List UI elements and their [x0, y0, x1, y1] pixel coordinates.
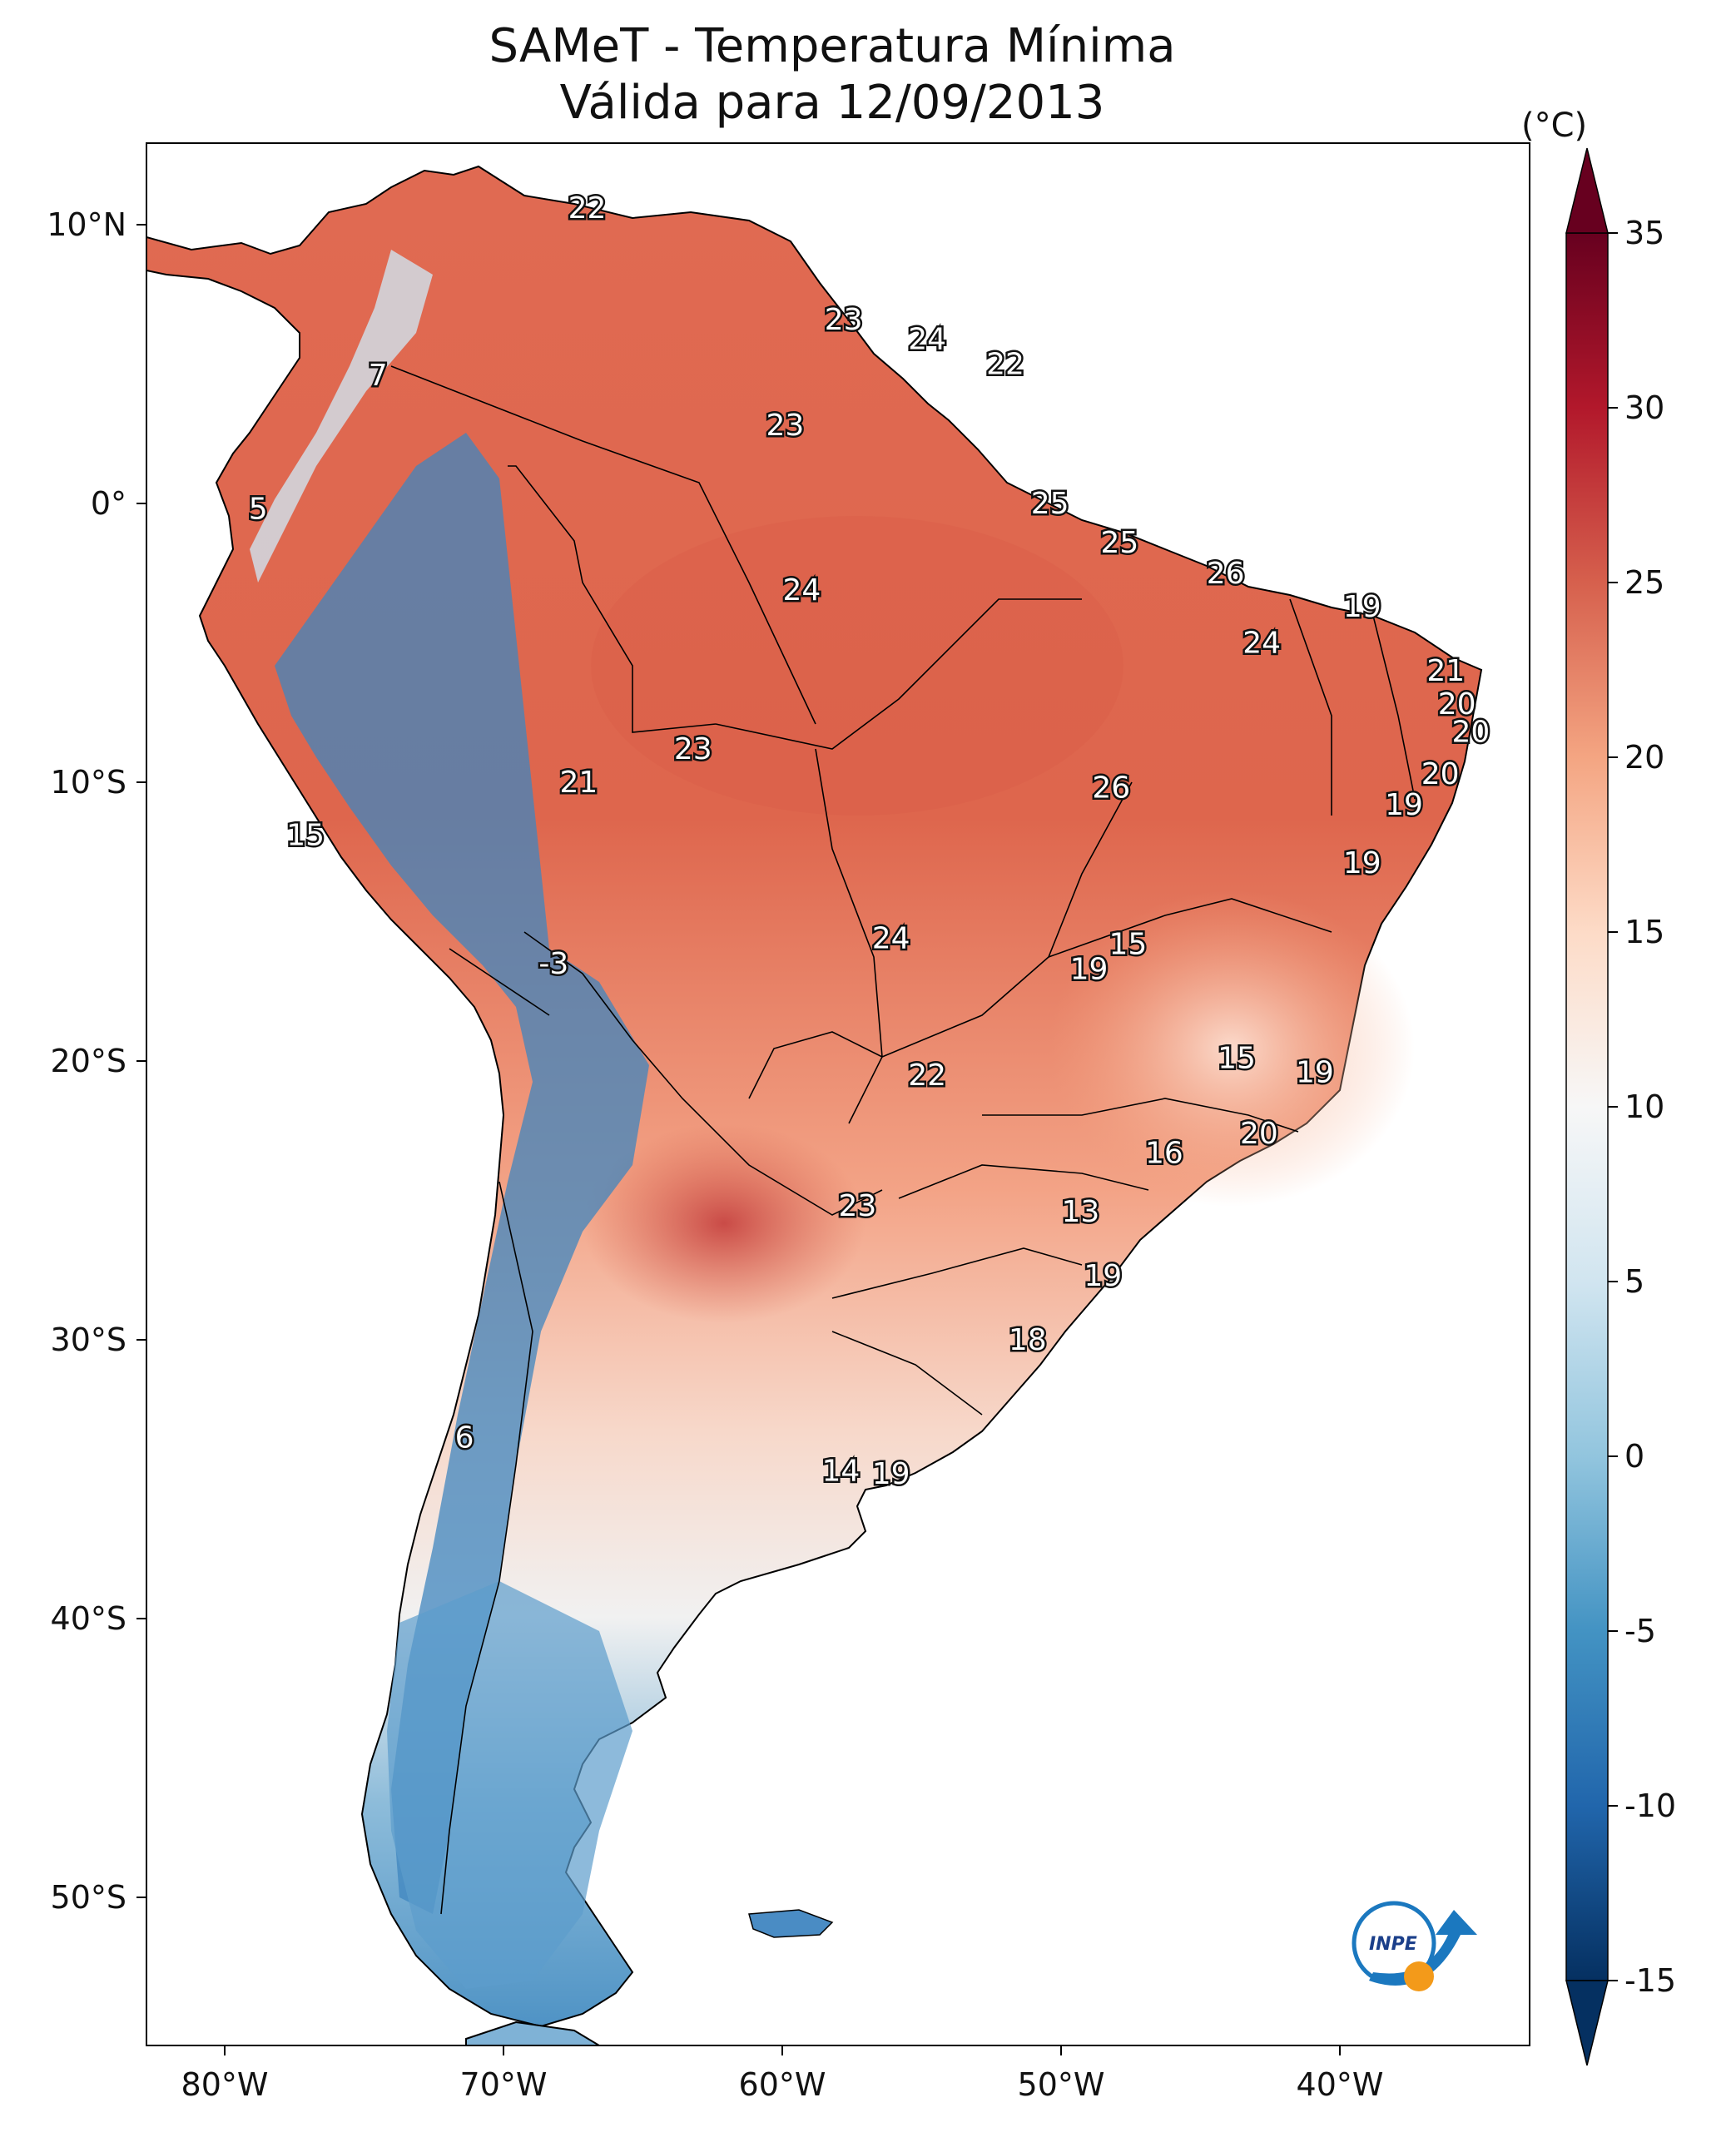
colorbar-tick-label: 5: [1624, 1263, 1644, 1300]
colorbar-tick-label: 10: [1624, 1088, 1664, 1125]
colorbar-tick-label: 15: [1624, 914, 1664, 950]
map-value-label: 22: [908, 1059, 946, 1093]
colorbar-body: [1565, 232, 1609, 1981]
map-value-label: 25: [1100, 526, 1138, 560]
colorbar-tick-label: 20: [1624, 739, 1664, 776]
lon-tick-label: 60°W: [739, 2066, 826, 2103]
map-value-label: 24: [872, 922, 910, 956]
warm-core-chaco: [583, 1123, 866, 1323]
map-value-label: 19: [1070, 952, 1109, 986]
map-value-label: 24: [783, 573, 821, 607]
colorbar-ticks: 35 30 25 20 15 10 5 0 -5 -10 -15: [1608, 215, 1676, 1999]
map-value-label: 24: [908, 322, 946, 356]
map-value-label: 22: [568, 191, 607, 226]
colorbar-tick-label: -10: [1624, 1788, 1676, 1824]
lat-tick-label: 10°N: [47, 206, 126, 243]
borders: [390, 365, 1416, 1915]
map-value-label: 19: [1385, 788, 1423, 822]
lat-tick-label: 10°S: [51, 764, 126, 801]
map-value-label: 20: [1438, 687, 1476, 721]
warm-core-amazon: [591, 516, 1123, 816]
map-value-label: 19: [1343, 846, 1381, 880]
andes-cold-band: [275, 433, 649, 1914]
map-value-label: 21: [1426, 654, 1465, 688]
map-value-label: 16: [1145, 1137, 1183, 1171]
map-value-label: 23: [674, 732, 712, 766]
map-value-label: 18: [1009, 1323, 1047, 1357]
map-value-label: 24: [1242, 627, 1281, 661]
colorbar-tick-label: -5: [1624, 1613, 1656, 1649]
map-value-label: 19: [872, 1457, 910, 1491]
lat-tick-label: 30°S: [51, 1321, 126, 1358]
colorbar-tick-label: 25: [1624, 564, 1664, 601]
map-value-label: 20: [1240, 1117, 1278, 1151]
map-title: SAMeT - Temperatura Mínima: [489, 19, 1176, 73]
map-value-label: 26: [1207, 557, 1245, 591]
falkland-islands: [748, 1909, 834, 1938]
tierra-del-fuego: [465, 2021, 601, 2045]
lon-tick-label: 50°W: [1018, 2066, 1105, 2103]
lat-axis: 10°N 0° 10°S 20°S 30°S 40°S 50°S: [47, 206, 146, 1916]
cool-southeast-brazil: [1049, 890, 1415, 1207]
map-value-label: 23: [825, 303, 863, 337]
map-value-label: 20: [1421, 757, 1460, 791]
map-value-label: 21: [560, 766, 598, 800]
map-value-label: 23: [766, 409, 804, 443]
colorbar: 35 30 25 20 15 10 5 0 -5 -10 -15: [1565, 147, 1676, 2066]
lat-tick-label: 20°S: [51, 1043, 126, 1079]
map-value-label: -3: [538, 947, 568, 981]
colorbar-bottom-arrow: [1565, 1980, 1609, 2066]
map-value-label: 19: [1084, 1259, 1122, 1293]
colorbar-tick-label: 35: [1624, 215, 1664, 251]
map-value-label: 19: [1296, 1055, 1334, 1089]
map-value-label: 15: [1109, 927, 1147, 961]
patagonia-cold: [387, 1581, 632, 1989]
map-value-label: 5: [249, 493, 268, 527]
map-value-label: 6: [455, 1421, 474, 1455]
map-value-label: 15: [286, 819, 325, 853]
map-value-label: 7: [369, 359, 388, 393]
lat-tick-label: 40°S: [51, 1600, 126, 1637]
map-value-label: 25: [1031, 487, 1069, 521]
lon-tick-label: 80°W: [181, 2066, 269, 2103]
colorbar-tick-label: 30: [1624, 389, 1664, 426]
lat-tick-label: 0°: [91, 485, 126, 522]
map-value-label: 20: [1452, 716, 1490, 750]
map-value-label: 22: [986, 348, 1024, 382]
andes-north-band: [250, 250, 433, 583]
colorbar-tick-label: -15: [1624, 1962, 1676, 1999]
map-value-label: 15: [1218, 1042, 1256, 1076]
map-value-label: 14: [821, 1454, 860, 1488]
lon-tick-label: 70°W: [460, 2066, 548, 2103]
inpe-logo: INPE: [1352, 1901, 1477, 1991]
lon-axis: 80°W 70°W 60°W 50°W 40°W: [181, 2045, 1384, 2103]
inpe-logo-swoosh-icon: [1369, 1910, 1477, 1986]
map-frame: [146, 142, 1530, 2046]
lat-tick-label: 50°S: [51, 1879, 126, 1916]
colorbar-top-arrow: [1565, 147, 1609, 234]
inpe-logo-text: INPE: [1369, 1934, 1417, 1955]
colorbar-tick-label: 0: [1624, 1438, 1644, 1475]
map-value-label: 23: [839, 1189, 877, 1223]
colorbar-unit: (°C): [1521, 107, 1588, 145]
map-value-label: 19: [1343, 590, 1381, 624]
map-value-label: 26: [1092, 771, 1130, 806]
map-subtitle: Válida para 12/09/2013: [559, 76, 1105, 130]
title-block: SAMeT - Temperatura Mínima Válida para 1…: [0, 18, 1664, 131]
inpe-logo-dot-icon: [1404, 1961, 1434, 1991]
lon-tick-label: 40°W: [1297, 2066, 1384, 2103]
map-value-label: 13: [1062, 1195, 1100, 1229]
